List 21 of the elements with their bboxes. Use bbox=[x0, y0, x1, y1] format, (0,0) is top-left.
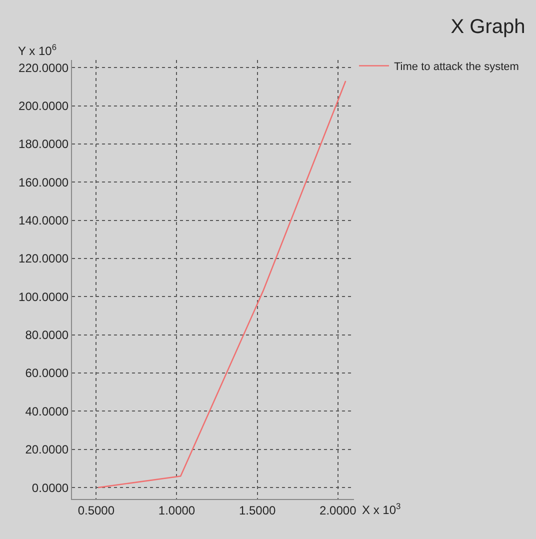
x-tick-label: 0.5000 bbox=[78, 503, 115, 518]
x-tick-label: 2.0000 bbox=[320, 503, 357, 518]
y-tick-label: 140.0000 bbox=[18, 214, 69, 228]
x-axis-title: X x 10$^{3}$ bbox=[362, 501, 402, 518]
y-tick-label: 160.0000 bbox=[18, 175, 69, 190]
y-tick-label: 180.0000 bbox=[18, 137, 69, 152]
x-tick-label: 1.5000 bbox=[238, 503, 276, 518]
x-tick-label: 1.0000 bbox=[158, 503, 196, 518]
y-tick-label: 40.0000 bbox=[25, 404, 69, 418]
y-tick-label: 80.0000 bbox=[25, 328, 69, 342]
legend-label: Time to attack the system bbox=[394, 61, 519, 74]
y-axis-title: Y x 10$^{6}$ bbox=[18, 42, 57, 58]
y-tick-label: 200.0000 bbox=[18, 99, 69, 114]
y-tick-label: 0.0000 bbox=[32, 480, 69, 495]
y-tick-label: 120.0000 bbox=[18, 252, 69, 266]
line-series bbox=[97, 80, 346, 488]
y-tick-label: 100.0000 bbox=[18, 290, 69, 304]
y-tick-label: 220.0000 bbox=[18, 60, 69, 75]
y-tick-label: 20.0000 bbox=[25, 442, 69, 457]
y-tick-label: 60.0000 bbox=[25, 366, 69, 380]
text: X Graph bbox=[450, 16, 526, 38]
